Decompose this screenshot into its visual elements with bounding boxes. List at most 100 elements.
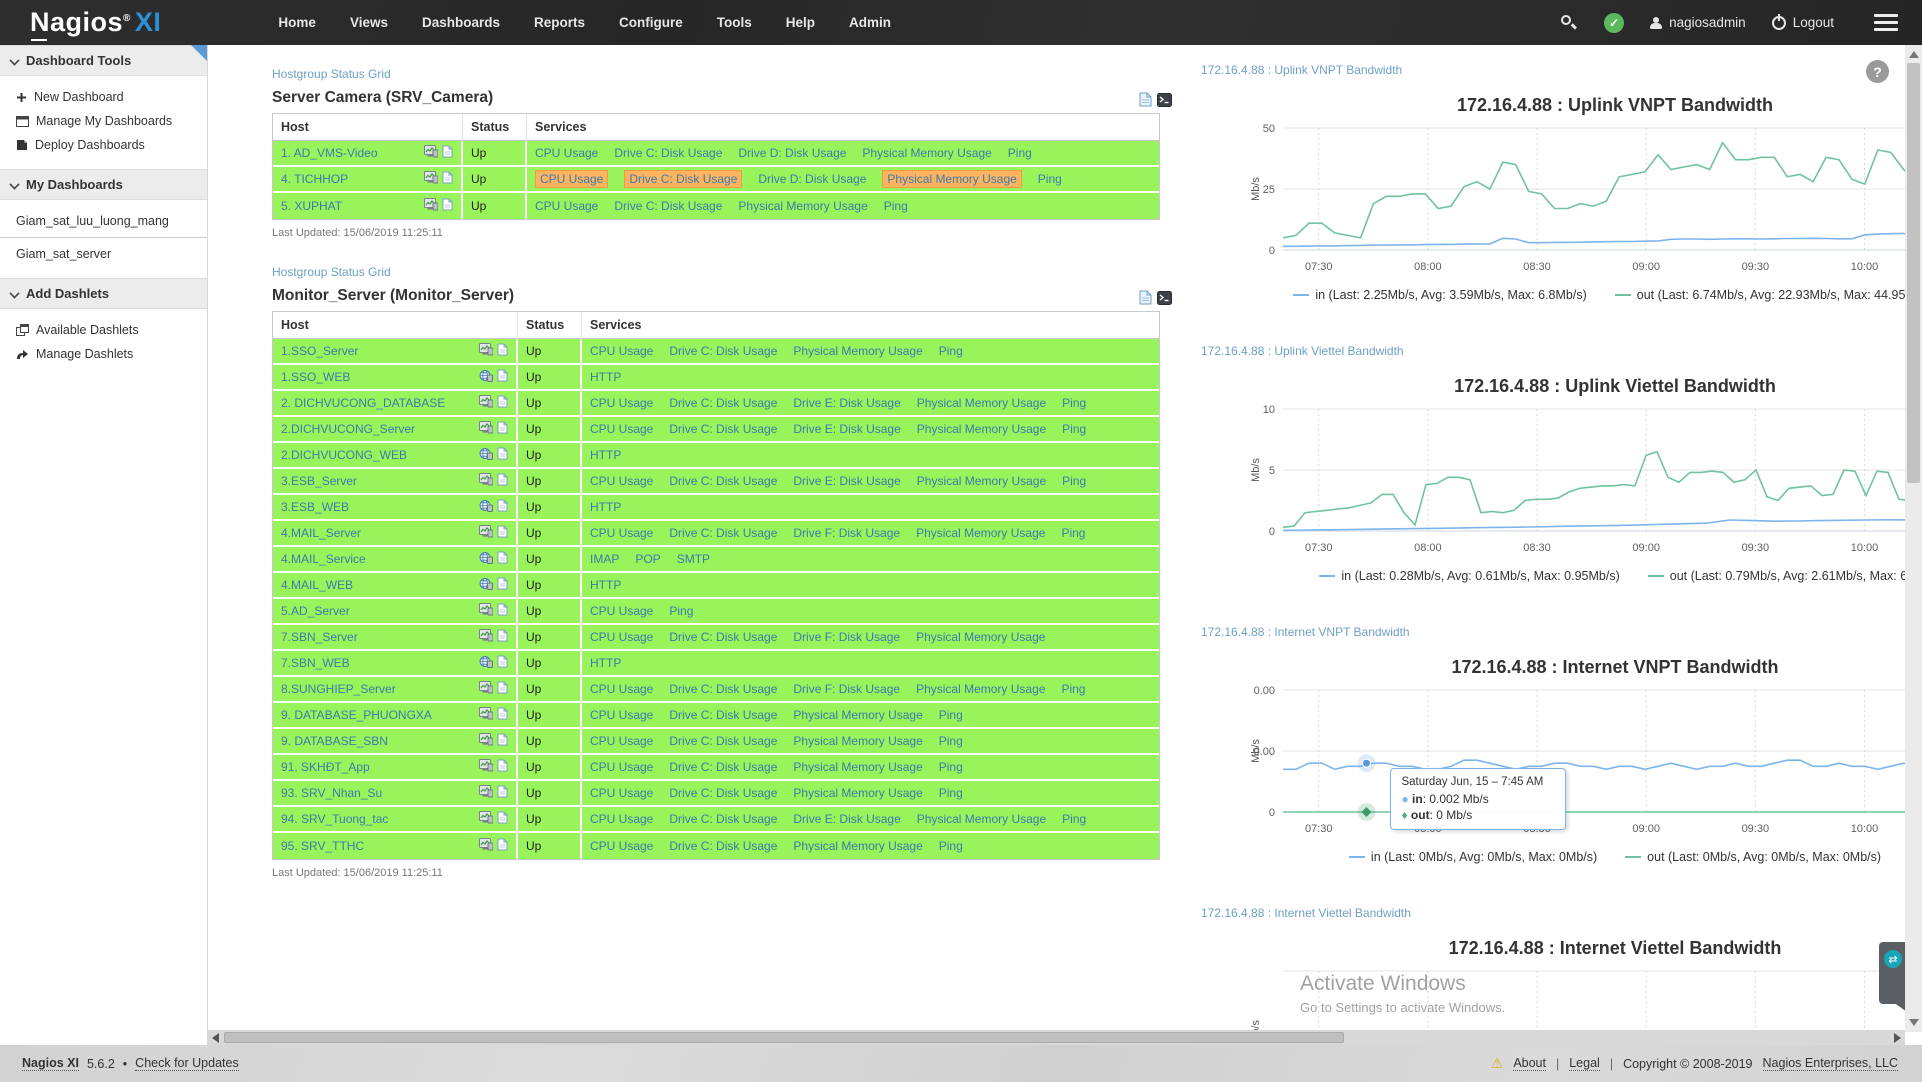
nav-item-home[interactable]: Home <box>261 1 333 44</box>
server-graph-icon[interactable] <box>424 198 438 214</box>
service-link[interactable]: Drive C: Disk Usage <box>669 760 777 774</box>
scroll-right-icon[interactable] <box>1894 1033 1901 1043</box>
legal-link[interactable]: Legal <box>1569 1056 1600 1071</box>
globe-icon[interactable] <box>479 577 493 593</box>
sidebar-item-available dashlets[interactable]: Available Dashlets <box>0 318 207 342</box>
server-graph-icon[interactable] <box>479 603 493 619</box>
host-link[interactable]: 5.AD_Server <box>281 604 350 618</box>
host-notes-icon[interactable] <box>497 343 508 359</box>
service-link[interactable]: CPU Usage <box>590 526 653 540</box>
service-link[interactable]: CPU Usage <box>590 812 653 826</box>
host-link[interactable]: 94. SRV_Tuong_tac <box>281 812 388 826</box>
vertical-scroll-thumb[interactable] <box>1907 63 1920 483</box>
system-status-ok-icon[interactable]: ✓ <box>1604 13 1624 33</box>
host-link[interactable]: 9. DATABASE_PHUONGXA <box>281 708 432 722</box>
service-link[interactable]: Drive E: Disk Usage <box>793 396 900 410</box>
service-link[interactable]: Drive C: Disk Usage <box>669 396 777 410</box>
service-link[interactable]: Physical Memory Usage <box>917 474 1046 488</box>
server-graph-icon[interactable] <box>479 785 493 801</box>
server-graph-icon[interactable] <box>479 629 493 645</box>
server-graph-icon[interactable] <box>479 421 493 437</box>
service-link[interactable]: Ping <box>939 734 963 748</box>
service-link[interactable]: Drive C: Disk Usage <box>669 526 777 540</box>
service-link[interactable]: CPU Usage <box>590 682 653 696</box>
dashlet-terminal-icon[interactable] <box>1157 93 1172 107</box>
host-notes-icon[interactable] <box>497 551 508 567</box>
service-link[interactable]: IMAP <box>590 552 619 566</box>
service-link[interactable]: Drive C: Disk Usage <box>669 422 777 436</box>
host-notes-icon[interactable] <box>497 473 508 489</box>
service-link[interactable]: Physical Memory Usage <box>793 344 922 358</box>
host-link[interactable]: 1.SSO_WEB <box>281 370 350 384</box>
logout-button[interactable]: Logout <box>1772 15 1834 30</box>
nav-item-tools[interactable]: Tools <box>700 1 769 44</box>
host-link[interactable]: 4.MAIL_Server <box>281 526 361 540</box>
service-link[interactable]: Ping <box>939 708 963 722</box>
service-link[interactable]: CPU Usage <box>590 604 653 618</box>
service-link[interactable]: CPU Usage <box>590 630 653 644</box>
service-link[interactable]: Physical Memory Usage <box>738 199 867 213</box>
sidebar-section-dashboard-tools[interactable]: Dashboard Tools <box>0 45 207 76</box>
service-link[interactable]: Ping <box>1062 474 1086 488</box>
host-notes-icon[interactable] <box>442 198 453 214</box>
legend-item-in[interactable]: in (Last: 0.28Mb/s, Avg: 0.61Mb/s, Max: … <box>1319 569 1619 583</box>
sidebar-item-manage my dashboards[interactable]: Manage My Dashboards <box>0 109 207 133</box>
service-link[interactable]: Physical Memory Usage <box>917 422 1046 436</box>
scroll-up-icon[interactable] <box>1909 51 1919 58</box>
service-link[interactable]: HTTP <box>590 370 621 384</box>
hostgroup-status-grid-link[interactable]: Hostgroup Status Grid <box>272 265 391 279</box>
server-graph-icon[interactable] <box>479 473 493 489</box>
host-notes-icon[interactable] <box>497 838 508 854</box>
host-link[interactable]: 8.SUNGHIEP_Server <box>281 682 396 696</box>
server-graph-icon[interactable] <box>424 145 438 161</box>
service-link[interactable]: CPU Usage <box>590 708 653 722</box>
service-link[interactable]: Physical Memory Usage <box>917 812 1046 826</box>
service-link[interactable]: Physical Memory Usage <box>793 760 922 774</box>
service-link[interactable]: Ping <box>939 839 963 853</box>
service-link[interactable]: Drive C: Disk Usage <box>669 630 777 644</box>
legend-item-out[interactable]: out (Last: 6.74Mb/s, Avg: 22.93Mb/s, Max… <box>1615 288 1905 302</box>
search-icon[interactable] <box>1560 14 1578 32</box>
host-link[interactable]: 4. TICHHOP <box>281 172 348 186</box>
dashlet-doc-icon[interactable] <box>1139 92 1152 107</box>
chart-dashlet-link[interactable]: 172.16.4.88 : Uplink Viettel Bandwidth <box>1201 344 1404 358</box>
service-link[interactable]: Drive E: Disk Usage <box>793 812 900 826</box>
nagios-logo[interactable]: Nagios®XI <box>30 7 161 38</box>
host-notes-icon[interactable] <box>497 499 508 515</box>
service-link[interactable]: Physical Memory Usage <box>916 526 1045 540</box>
service-link[interactable]: HTTP <box>590 578 621 592</box>
host-link[interactable]: 1. AD_VMS-Video <box>281 146 378 160</box>
host-notes-icon[interactable] <box>497 629 508 645</box>
service-link[interactable]: Ping <box>1062 396 1086 410</box>
remote-support-tab[interactable]: ⇄ <box>1879 942 1907 1004</box>
service-link[interactable]: Physical Memory Usage <box>882 170 1021 188</box>
hamburger-menu-icon[interactable] <box>1874 14 1898 32</box>
service-link[interactable]: SMTP <box>677 552 710 566</box>
server-graph-icon[interactable] <box>479 395 493 411</box>
service-link[interactable]: Physical Memory Usage <box>862 146 991 160</box>
service-link[interactable]: Physical Memory Usage <box>793 839 922 853</box>
service-link[interactable]: CPU Usage <box>590 786 653 800</box>
globe-icon[interactable] <box>479 369 493 385</box>
service-link[interactable]: Drive C: Disk Usage <box>669 734 777 748</box>
host-notes-icon[interactable] <box>497 395 508 411</box>
legend-item-out[interactable]: out (Last: 0.79Mb/s, Avg: 2.61Mb/s, Max:… <box>1648 569 1905 583</box>
host-link[interactable]: 2.DICHVUCONG_Server <box>281 422 415 436</box>
host-link[interactable]: 1.SSO_Server <box>281 344 358 358</box>
nav-item-help[interactable]: Help <box>769 1 832 44</box>
host-link[interactable]: 4.MAIL_WEB <box>281 578 353 592</box>
service-link[interactable]: Ping <box>939 344 963 358</box>
service-link[interactable]: Drive C: Disk Usage <box>669 344 777 358</box>
host-notes-icon[interactable] <box>497 681 508 697</box>
dashlet-terminal-icon[interactable] <box>1157 291 1172 305</box>
footer-product-link[interactable]: Nagios XI <box>22 1056 79 1071</box>
globe-icon[interactable] <box>479 447 493 463</box>
sidebar-item-manage dashlets[interactable]: Manage Dashlets <box>0 342 207 366</box>
service-link[interactable]: Ping <box>1062 422 1086 436</box>
sidebar-item-giam-sat-luu-luong-mang[interactable]: Giam_sat_luu_luong_mang <box>0 209 207 238</box>
service-link[interactable]: Drive E: Disk Usage <box>793 474 900 488</box>
about-link[interactable]: About <box>1513 1056 1546 1071</box>
server-graph-icon[interactable] <box>479 811 493 827</box>
service-link[interactable]: Physical Memory Usage <box>793 734 922 748</box>
chart-dashlet-link[interactable]: 172.16.4.88 : Uplink VNPT Bandwidth <box>1201 63 1402 77</box>
